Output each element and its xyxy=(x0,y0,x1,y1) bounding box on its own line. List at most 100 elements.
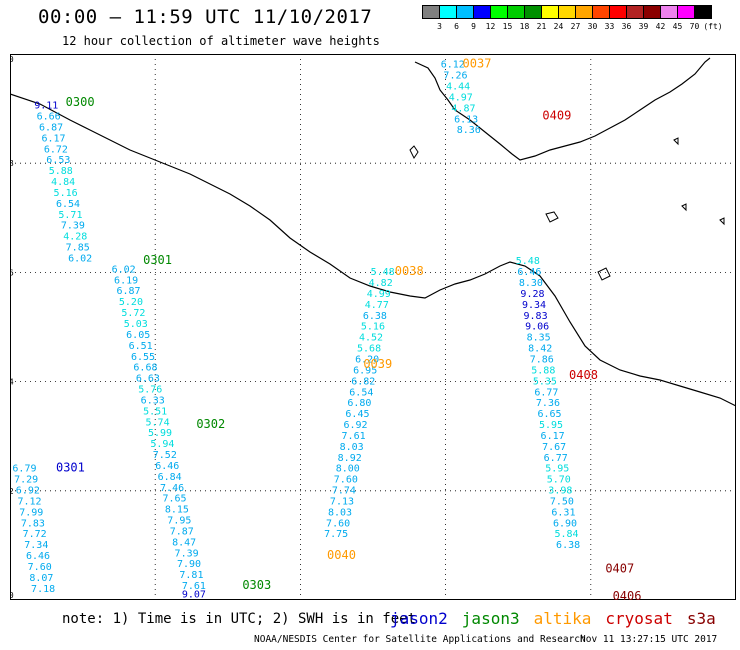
wave-height-value: 6.05 xyxy=(126,330,150,341)
legend-label: 30 xyxy=(587,22,598,31)
wave-height-value: 7.99 xyxy=(19,507,43,518)
wave-height-value: 5.88 xyxy=(49,166,73,177)
pass-time-label: 0301 xyxy=(56,461,85,475)
legend-swatch xyxy=(609,5,627,19)
legend-swatch xyxy=(677,5,695,19)
wave-height-value: 6.65 xyxy=(537,409,561,420)
pass-time-label: 0408 xyxy=(569,368,598,382)
wave-height-value: 7.36 xyxy=(536,398,560,409)
timestamp: Nov 11 13:27:15 UTC 2017 xyxy=(580,634,718,645)
wave-height-value: 6.53 xyxy=(46,155,70,166)
altimeter-passes: 9.116.666.876.176.726.535.884.845.166.54… xyxy=(12,57,641,600)
pass-time-label: 0038 xyxy=(395,264,424,278)
wave-height-value: 7.61 xyxy=(342,431,366,442)
wave-height-value: 9.28 xyxy=(520,289,544,300)
wave-height-value: 9.34 xyxy=(522,300,546,311)
wave-height-value: 6.95 xyxy=(353,365,377,376)
lat-lon-grid xyxy=(10,54,736,600)
wave-height-value: 7.18 xyxy=(31,584,55,595)
wave-height-value: 5.99 xyxy=(148,428,172,439)
wave-height-value: 6.46 xyxy=(155,461,179,472)
legend-swatch xyxy=(422,5,440,19)
legend-label: 27 xyxy=(570,22,581,31)
wave-height-value: 7.72 xyxy=(23,529,47,540)
wave-height-value: 7.85 xyxy=(66,243,90,254)
wave-height-value: 5.95 xyxy=(539,420,563,431)
footer-note: note: 1) Time is in UTC; 2) SWH is in fe… xyxy=(62,611,417,627)
wave-height-value: 4.77 xyxy=(365,300,389,311)
legend-label: 18 xyxy=(519,22,530,31)
wave-height-value: 6.79 xyxy=(12,464,36,475)
axis-tick-labels: 101214161820-105-102-99-96-93-90 xyxy=(10,55,14,600)
lat-tick-label: 10 xyxy=(10,591,14,600)
wave-height-value: 4.28 xyxy=(63,232,87,243)
legend-label: 12 xyxy=(485,22,496,31)
wave-height-value: 6.19 xyxy=(114,275,138,286)
wave-height-value: 5.03 xyxy=(124,319,148,330)
wave-height-value: 6.02 xyxy=(112,264,136,275)
wave-height-value: 6.38 xyxy=(556,540,580,551)
wave-height-value: 5.72 xyxy=(121,308,145,319)
pass-time-label: 0303 xyxy=(242,578,271,592)
gulf-coastline xyxy=(414,57,711,161)
legend-unit: (ft) xyxy=(703,22,723,31)
wave-height-value: 5.70 xyxy=(547,475,571,486)
wave-height-value: 8.36 xyxy=(457,125,481,136)
wave-height-value: 7.50 xyxy=(550,496,574,507)
wave-height-value: 5.68 xyxy=(357,344,381,355)
legend-label: 45 xyxy=(672,22,683,31)
wave-height-value: 4.82 xyxy=(369,278,393,289)
wave-height-value: 9.06 xyxy=(525,322,549,333)
wave-height-value: 7.52 xyxy=(153,450,177,461)
wave-height-value: 6.17 xyxy=(41,133,65,144)
legend-label: 42 xyxy=(655,22,666,31)
wave-height-value: 7.39 xyxy=(175,548,199,559)
wave-height-value: 6.84 xyxy=(158,472,182,483)
wave-height-value: 6.12 xyxy=(441,60,465,71)
wave-height-value: 9.11 xyxy=(34,101,58,112)
satellite-s3a: s3a xyxy=(686,609,716,628)
legend-swatch xyxy=(524,5,542,19)
wave-height-value: 8.07 xyxy=(29,573,53,584)
wave-height-value: 5.94 xyxy=(150,439,174,450)
legend-label: 39 xyxy=(638,22,649,31)
legend-label: 33 xyxy=(604,22,615,31)
wave-height-value: 6.90 xyxy=(553,518,577,529)
wave-height-value: 7.95 xyxy=(167,516,191,527)
legend-label: 6 xyxy=(454,22,459,31)
wave-height-value: 4.52 xyxy=(359,333,383,344)
legend-swatch xyxy=(541,5,559,19)
wave-height-value: 6.92 xyxy=(343,420,367,431)
legend-swatch xyxy=(439,5,457,19)
legend-color-bar xyxy=(422,5,723,19)
satellite-jason3: jason3 xyxy=(461,609,520,628)
wave-height-value: 7.81 xyxy=(179,570,203,581)
wave-height-value: 3.98 xyxy=(548,486,572,497)
wave-height-value: 7.26 xyxy=(443,71,467,82)
wave-height-value: 6.77 xyxy=(534,387,558,398)
satellite-altika: altika xyxy=(533,609,592,628)
wave-height-value: 6.80 xyxy=(347,398,371,409)
wave-height-value: 7.46 xyxy=(160,483,184,494)
legend-swatch xyxy=(660,5,678,19)
wave-height-value: 6.55 xyxy=(131,352,155,363)
wave-height-value: 6.92 xyxy=(16,486,40,497)
wave-height-value: 5.84 xyxy=(555,529,579,540)
legend-swatch xyxy=(643,5,661,19)
wave-height-value: 7.60 xyxy=(326,518,350,529)
legend-label: 9 xyxy=(471,22,476,31)
wave-height-value: 6.20 xyxy=(355,354,379,365)
satellite-jason2: jason2 xyxy=(390,609,448,628)
pass-time-label: 0040 xyxy=(327,548,356,562)
legend-label: 24 xyxy=(553,22,564,31)
wave-height-value: 6.31 xyxy=(551,507,575,518)
wave-height-value: 7.74 xyxy=(332,486,356,497)
wave-height-value: 5.20 xyxy=(119,297,143,308)
legend-label: 36 xyxy=(621,22,632,31)
lat-tick-label: 16 xyxy=(10,268,14,277)
wave-height-value: 4.87 xyxy=(451,103,475,114)
pass-time-label: 0037 xyxy=(463,57,492,71)
wave-height-value: 7.60 xyxy=(334,475,358,486)
wave-height-value: 8.30 xyxy=(519,278,543,289)
wave-height-value: 6.66 xyxy=(37,112,61,123)
